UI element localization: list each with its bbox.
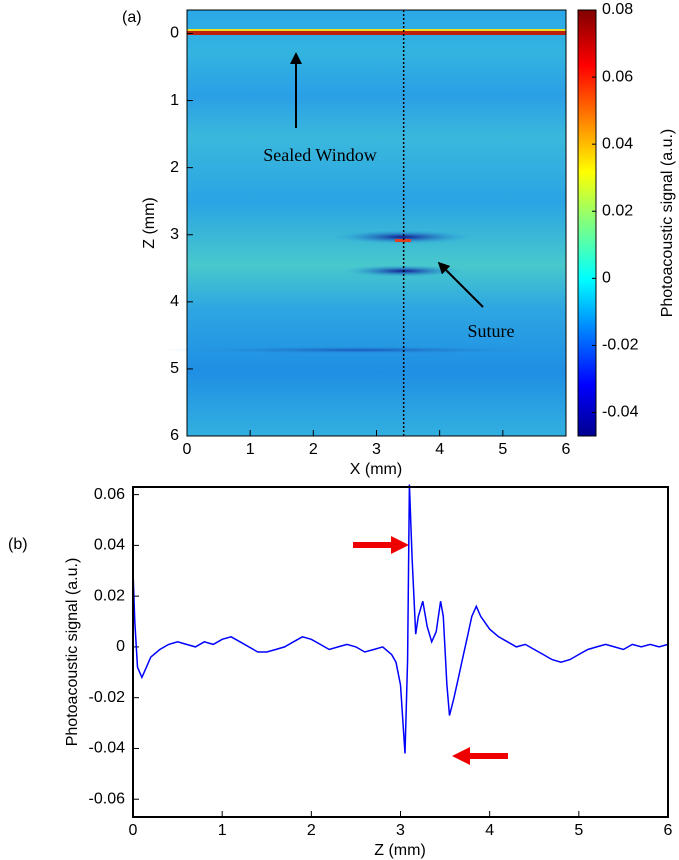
colorbar-tick-label: 0.04: [602, 135, 633, 152]
x-tick-label: 2: [309, 441, 318, 458]
y-tick-label: 2: [170, 159, 179, 176]
y-tick-label: 0: [170, 25, 179, 42]
y-tick-label: 6: [170, 427, 179, 444]
y-tick-label: 1: [170, 92, 179, 109]
colorbar-tick-label: -0.04: [602, 404, 639, 421]
plot-frame: [132, 486, 669, 818]
colorbar-tick-label: -0.02: [602, 337, 639, 354]
y-axis-label: Photoacoustic signal (a.u.): [64, 558, 81, 747]
colorbar-tick-label: 0.06: [602, 68, 633, 85]
x-tick-label: 0: [183, 441, 192, 458]
x-tick-label: 5: [574, 822, 583, 839]
x-tick-label: 1: [246, 441, 255, 458]
x-tick-label: 3: [396, 822, 405, 839]
x-tick-label: 4: [435, 441, 444, 458]
y-tick-label: 0.06: [94, 486, 125, 503]
signal-line: [132, 484, 669, 754]
x-tick-label: 5: [498, 441, 507, 458]
x-axis-label: Z (mm): [374, 842, 426, 859]
y-tick-label: -0.06: [89, 790, 126, 807]
colorbar-tick-label: 0: [602, 270, 611, 287]
y-tick-label: 5: [170, 360, 179, 377]
y-tick-label: 3: [170, 226, 179, 243]
x-tick-label: 3: [372, 441, 381, 458]
panel-label: (b): [8, 536, 28, 553]
x-tick-label: 4: [485, 822, 494, 839]
y-tick-label: 0: [116, 638, 125, 655]
colorbar-label: Photoacoustic signal (a.u.): [659, 129, 676, 318]
y-axis-label: Z (mm): [141, 197, 158, 249]
panel-label: (a): [122, 9, 142, 26]
arrow: [437, 261, 484, 308]
colorbar-tick-label: 0.02: [602, 202, 633, 219]
x-tick-label: 1: [218, 822, 227, 839]
colorbar-tick-label: 0.08: [602, 1, 633, 18]
colorbar: [577, 9, 597, 437]
x-tick-label: 0: [129, 822, 138, 839]
plot-frame: [186, 9, 567, 437]
y-tick-label: -0.02: [89, 689, 126, 706]
annotation: Suture: [468, 321, 515, 341]
x-tick-label: 6: [664, 822, 673, 839]
annotation: Sealed Window: [263, 145, 376, 165]
x-axis-label: X (mm): [350, 461, 402, 478]
y-tick-label: 0.04: [94, 537, 125, 554]
heatmap-image: [160, 10, 566, 436]
y-tick-label: -0.04: [89, 740, 126, 757]
y-tick-label: 4: [170, 293, 179, 310]
x-tick-label: 2: [307, 822, 316, 839]
x-tick-label: 6: [562, 441, 571, 458]
y-tick-label: 0.02: [94, 587, 125, 604]
